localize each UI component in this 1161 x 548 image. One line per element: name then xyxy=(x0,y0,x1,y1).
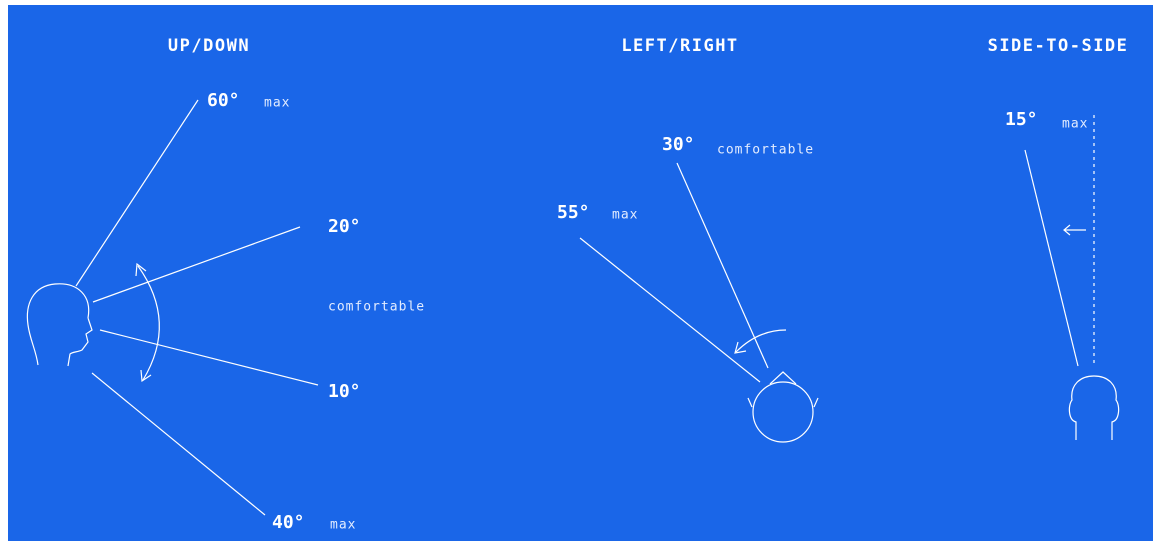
panel-title: LEFT/RIGHT xyxy=(621,36,738,56)
note-label: max xyxy=(612,208,638,223)
angle-label: 60° xyxy=(207,90,240,111)
angle-label: 40° xyxy=(272,512,305,533)
background xyxy=(8,5,1153,541)
angle-label: 55° xyxy=(557,202,590,223)
note-label: max xyxy=(1062,117,1088,132)
angle-label: 10° xyxy=(328,381,361,402)
note-label: comfortable xyxy=(328,300,425,315)
panel-title: SIDE-TO-SIDE xyxy=(988,36,1129,56)
diagram: UP/DOWN 60° max 20° comfortable 10° 40° … xyxy=(0,0,1161,548)
note-label: max xyxy=(264,96,290,111)
angle-label: 20° xyxy=(328,216,361,237)
angle-label: 15° xyxy=(1005,109,1038,130)
note-label: comfortable xyxy=(717,143,814,158)
note-label: max xyxy=(330,518,356,533)
angle-label: 30° xyxy=(662,134,695,155)
panel-title: UP/DOWN xyxy=(168,36,250,56)
